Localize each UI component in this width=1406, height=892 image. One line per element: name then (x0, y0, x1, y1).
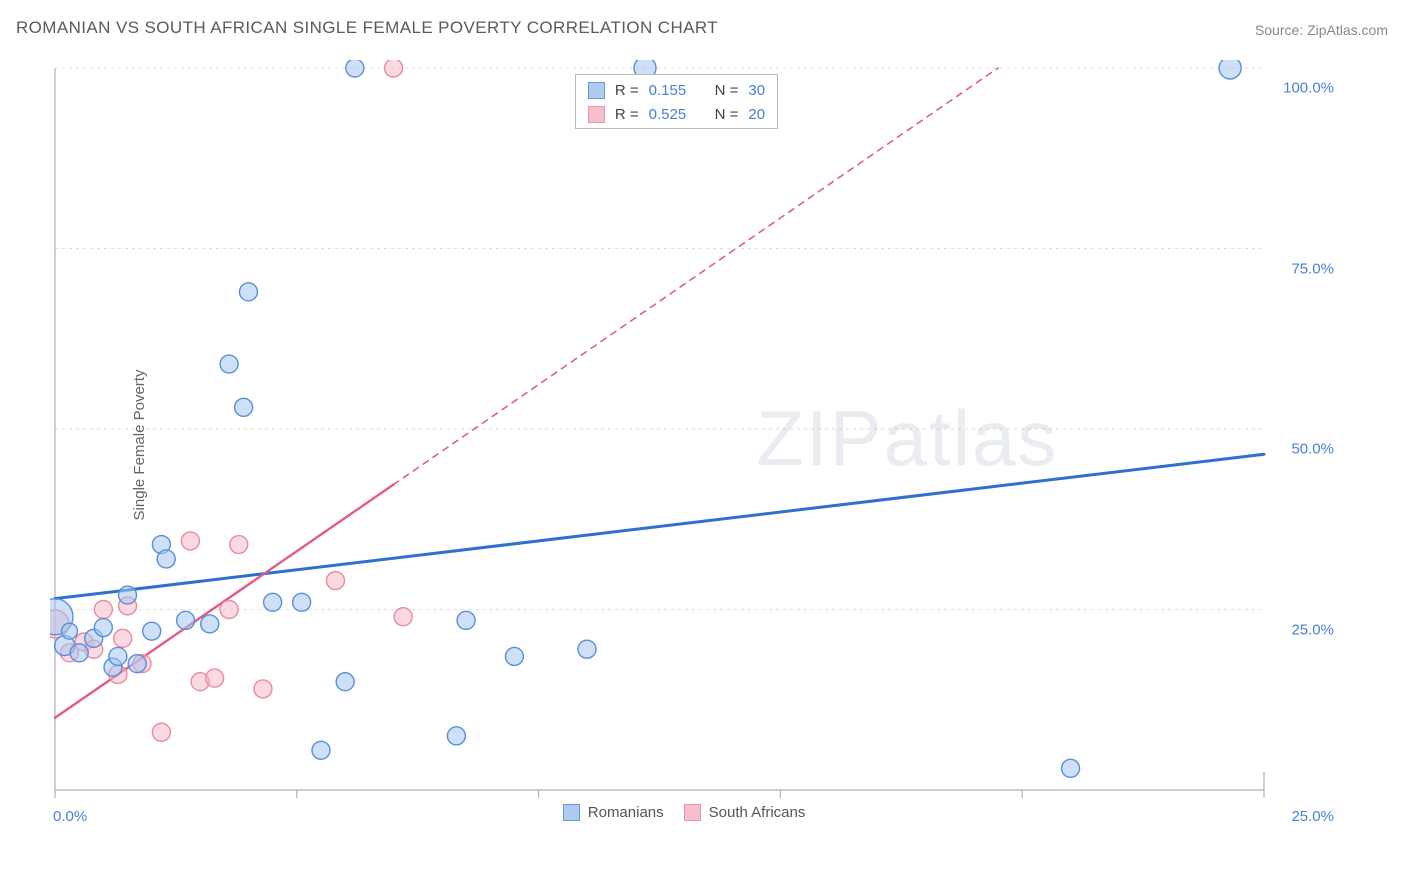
legend-series-label: South Africans (709, 804, 806, 821)
legend-correlation-row: R = 0.525 N = 20 (588, 102, 765, 126)
legend-swatch (563, 804, 580, 821)
plot-area: Single Female Poverty 25.0%50.0%75.0%100… (50, 60, 1344, 830)
y-tick-label: 25.0% (1291, 621, 1334, 638)
correlation-legend: R = 0.155 N = 30 R = 0.525 N = 20 (575, 74, 778, 129)
n-value: 20 (748, 106, 765, 123)
legend-swatch (588, 106, 605, 123)
n-label: N = (715, 82, 739, 99)
r-label: R = (615, 82, 639, 99)
y-tick-label: 50.0% (1291, 441, 1334, 458)
r-label: R = (615, 106, 639, 123)
x-tick-label: 25.0% (1291, 808, 1334, 825)
source-attribution: Source: ZipAtlas.com (1255, 22, 1388, 38)
y-tick-label: 75.0% (1291, 260, 1334, 277)
x-tick-label: 0.0% (53, 808, 87, 825)
series-legend: Romanians South Africans (563, 804, 806, 821)
n-label: N = (715, 106, 739, 123)
legend-correlation-row: R = 0.155 N = 30 (588, 78, 765, 102)
chart-title: ROMANIAN VS SOUTH AFRICAN SINGLE FEMALE … (16, 18, 718, 38)
n-value: 30 (748, 82, 765, 99)
legend-series-label: Romanians (588, 804, 664, 821)
legend-series-item: South Africans (684, 804, 806, 821)
r-value: 0.525 (649, 106, 697, 123)
legend-swatch (684, 804, 701, 821)
legend-swatch (588, 82, 605, 99)
y-tick-label: 100.0% (1283, 80, 1334, 97)
scatter-chart (50, 60, 1344, 830)
r-value: 0.155 (649, 82, 697, 99)
legend-series-item: Romanians (563, 804, 664, 821)
